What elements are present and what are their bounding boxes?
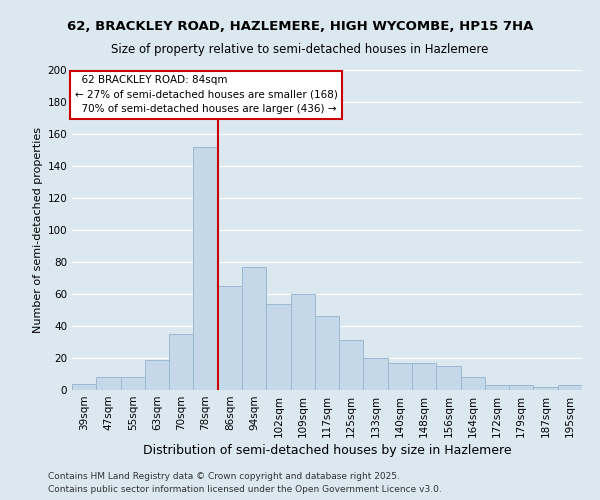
Text: Contains public sector information licensed under the Open Government Licence v3: Contains public sector information licen… [48,485,442,494]
Bar [509,385,533,390]
Bar [218,286,242,390]
Bar [169,334,193,390]
Bar [533,387,558,390]
Bar [242,267,266,390]
Bar [339,340,364,390]
Bar [485,385,509,390]
Y-axis label: Number of semi-detached properties: Number of semi-detached properties [33,127,43,333]
Bar [96,377,121,390]
Bar [266,304,290,390]
Text: 62 BRACKLEY ROAD: 84sqm
← 27% of semi-detached houses are smaller (168)
  70% of: 62 BRACKLEY ROAD: 84sqm ← 27% of semi-de… [74,75,337,114]
Text: Size of property relative to semi-detached houses in Hazlemere: Size of property relative to semi-detach… [112,42,488,56]
Bar [72,384,96,390]
Bar [558,385,582,390]
Bar [436,366,461,390]
Bar [121,377,145,390]
Bar [388,363,412,390]
Bar [412,363,436,390]
X-axis label: Distribution of semi-detached houses by size in Hazlemere: Distribution of semi-detached houses by … [143,444,511,457]
Bar [193,147,218,390]
Bar [461,377,485,390]
Bar [364,358,388,390]
Text: Contains HM Land Registry data © Crown copyright and database right 2025.: Contains HM Land Registry data © Crown c… [48,472,400,481]
Text: 62, BRACKLEY ROAD, HAZLEMERE, HIGH WYCOMBE, HP15 7HA: 62, BRACKLEY ROAD, HAZLEMERE, HIGH WYCOM… [67,20,533,33]
Bar [290,294,315,390]
Bar [315,316,339,390]
Bar [145,360,169,390]
